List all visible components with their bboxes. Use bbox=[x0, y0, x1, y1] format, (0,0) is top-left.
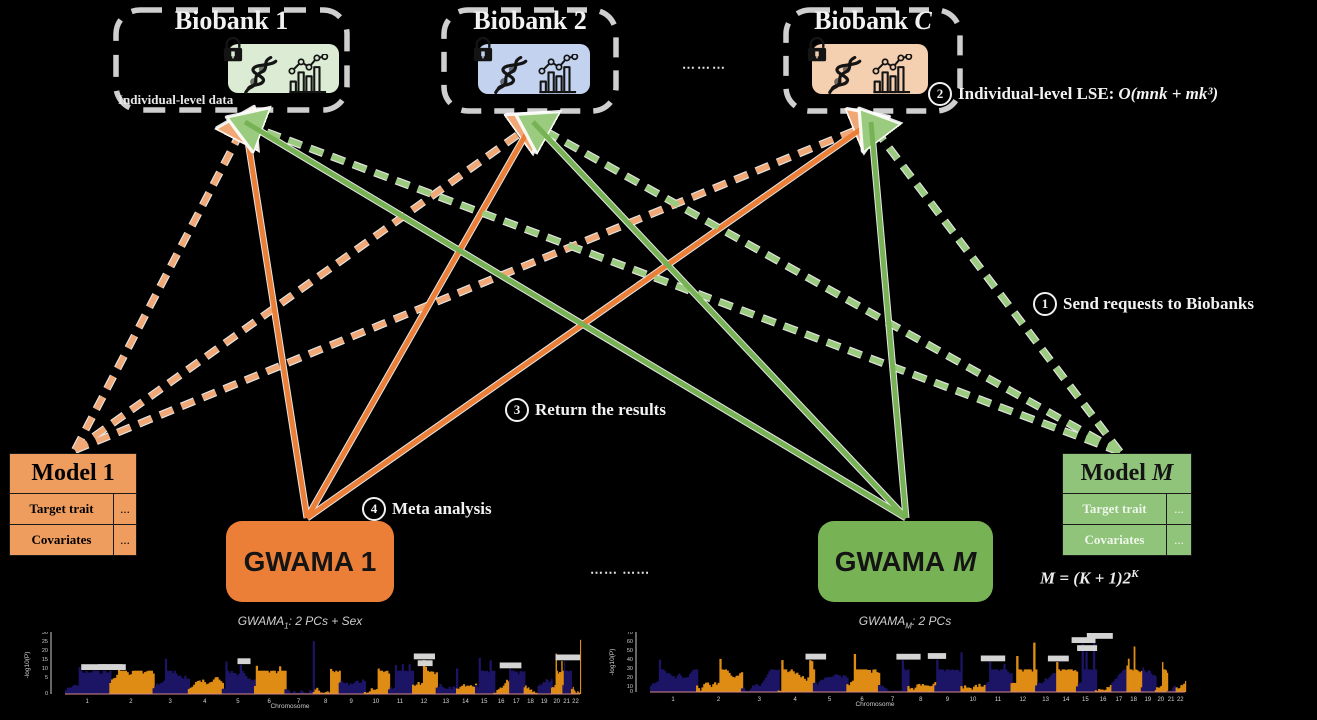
svg-text:1: 1 bbox=[86, 699, 90, 705]
svg-text:2: 2 bbox=[717, 697, 721, 703]
svg-text:12: 12 bbox=[1019, 697, 1026, 703]
svg-text:19: 19 bbox=[1144, 697, 1151, 703]
svg-text:14: 14 bbox=[462, 699, 469, 705]
svg-text:60: 60 bbox=[627, 639, 633, 645]
svg-text:2: 2 bbox=[129, 699, 133, 705]
svg-text:0: 0 bbox=[45, 691, 48, 697]
svg-text:21: 21 bbox=[1168, 697, 1175, 703]
svg-text:40: 40 bbox=[627, 657, 633, 663]
svg-text:4: 4 bbox=[203, 699, 207, 705]
svg-text:30: 30 bbox=[627, 666, 633, 672]
svg-text:15: 15 bbox=[1082, 697, 1089, 703]
svg-text:15: 15 bbox=[481, 699, 488, 705]
svg-text:30: 30 bbox=[42, 632, 48, 636]
svg-text:3: 3 bbox=[758, 697, 762, 703]
svg-text:4: 4 bbox=[794, 697, 798, 703]
svg-text:17: 17 bbox=[1116, 697, 1123, 703]
svg-text:20: 20 bbox=[553, 699, 560, 705]
svg-text:9: 9 bbox=[946, 697, 950, 703]
svg-text:5: 5 bbox=[236, 699, 240, 705]
svg-text:-log10(P): -log10(P) bbox=[609, 649, 616, 676]
svg-text:21: 21 bbox=[563, 699, 570, 705]
svg-text:20: 20 bbox=[42, 648, 48, 654]
svg-text:8: 8 bbox=[324, 699, 328, 705]
svg-text:1: 1 bbox=[671, 697, 675, 703]
svg-text:50: 50 bbox=[627, 648, 633, 654]
svg-text:5: 5 bbox=[828, 697, 832, 703]
svg-text:9: 9 bbox=[350, 699, 354, 705]
svg-text:13: 13 bbox=[1042, 697, 1049, 703]
svg-text:20: 20 bbox=[1157, 697, 1164, 703]
svg-text:18: 18 bbox=[1130, 697, 1137, 703]
svg-text:Chromosome: Chromosome bbox=[855, 701, 894, 708]
svg-text:12: 12 bbox=[421, 699, 428, 705]
svg-text:Chromosome: Chromosome bbox=[270, 703, 309, 710]
svg-text:0: 0 bbox=[630, 689, 633, 695]
svg-text:15: 15 bbox=[42, 657, 48, 663]
svg-text:25: 25 bbox=[42, 639, 48, 645]
svg-text:20: 20 bbox=[627, 675, 633, 681]
svg-text:3: 3 bbox=[169, 699, 173, 705]
svg-text:16: 16 bbox=[1100, 697, 1107, 703]
svg-text:18: 18 bbox=[527, 699, 534, 705]
svg-text:22: 22 bbox=[572, 699, 579, 705]
svg-text:19: 19 bbox=[541, 699, 548, 705]
svg-text:10: 10 bbox=[42, 666, 48, 672]
svg-text:16: 16 bbox=[498, 699, 505, 705]
svg-text:22: 22 bbox=[1177, 697, 1184, 703]
svg-text:11: 11 bbox=[397, 699, 404, 705]
svg-text:13: 13 bbox=[442, 699, 449, 705]
svg-text:17: 17 bbox=[513, 699, 520, 705]
svg-text:5: 5 bbox=[45, 675, 48, 681]
svg-text:14: 14 bbox=[1063, 697, 1070, 703]
svg-text:10: 10 bbox=[970, 697, 977, 703]
svg-text:8: 8 bbox=[919, 697, 923, 703]
svg-text:11: 11 bbox=[995, 697, 1002, 703]
svg-text:70: 70 bbox=[627, 632, 633, 636]
svg-text:10: 10 bbox=[373, 699, 380, 705]
svg-text:-log10(P): -log10(P) bbox=[24, 652, 31, 679]
